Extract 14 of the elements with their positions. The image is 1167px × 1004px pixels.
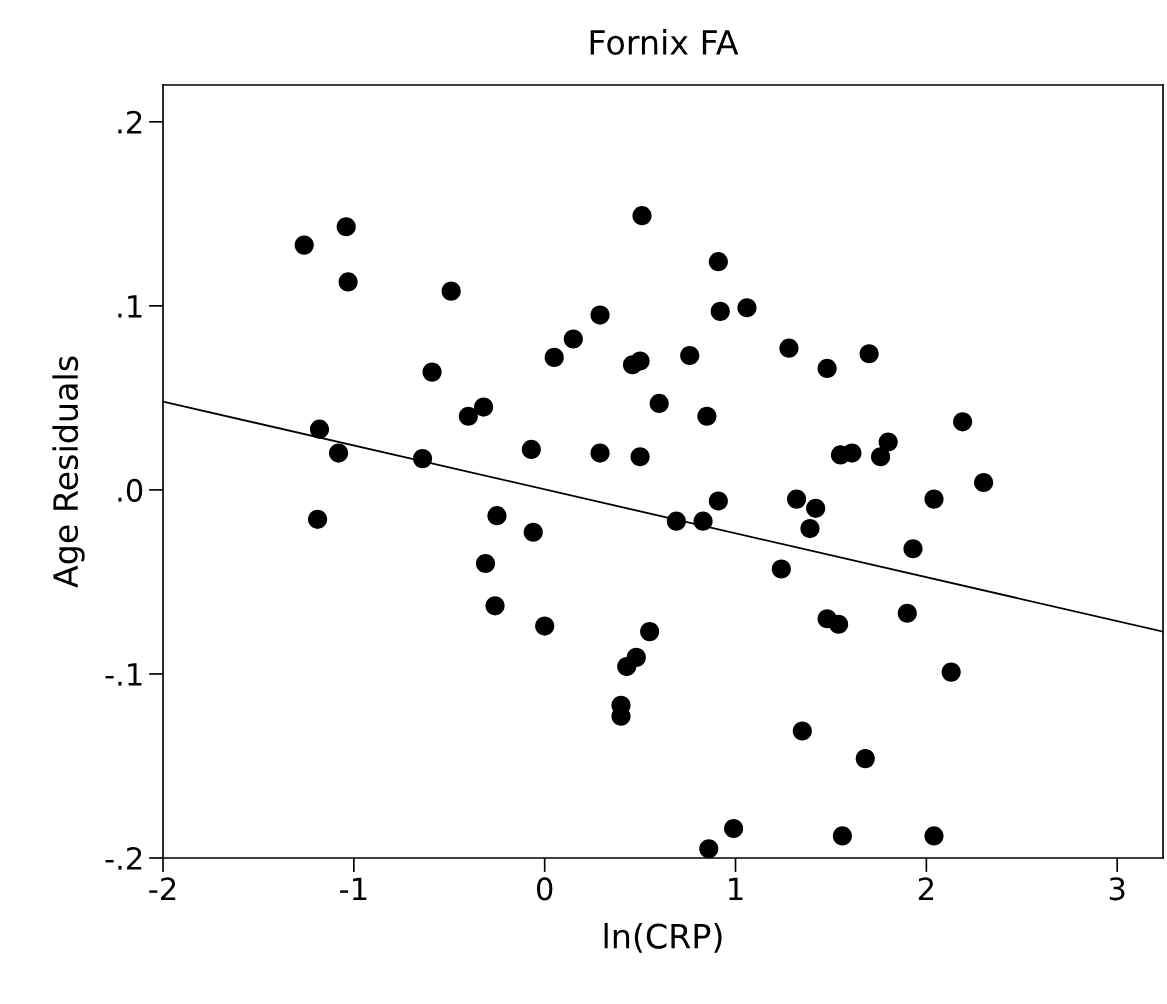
- y-tick-label: .1: [118, 295, 142, 318]
- y-tick-label: -.2: [105, 846, 142, 870]
- y-axis-title: Age Residuals: [52, 356, 85, 588]
- x-tick-label: 3: [1109, 877, 1125, 901]
- x-tick-label: 1: [729, 877, 743, 900]
- x-tick-label: 2: [918, 877, 934, 900]
- y-tick-label: -.1: [105, 663, 142, 686]
- chart-title: Fornix FA: [590, 29, 739, 55]
- x-tick-label: -1: [340, 877, 367, 900]
- x-tick-label: -2: [149, 877, 176, 900]
- y-tick-label: .2: [118, 110, 142, 134]
- y-tick-label: .0: [118, 478, 143, 502]
- x-tick-label: 0: [536, 877, 553, 901]
- x-axis-title: ln(CRP): [604, 922, 722, 953]
